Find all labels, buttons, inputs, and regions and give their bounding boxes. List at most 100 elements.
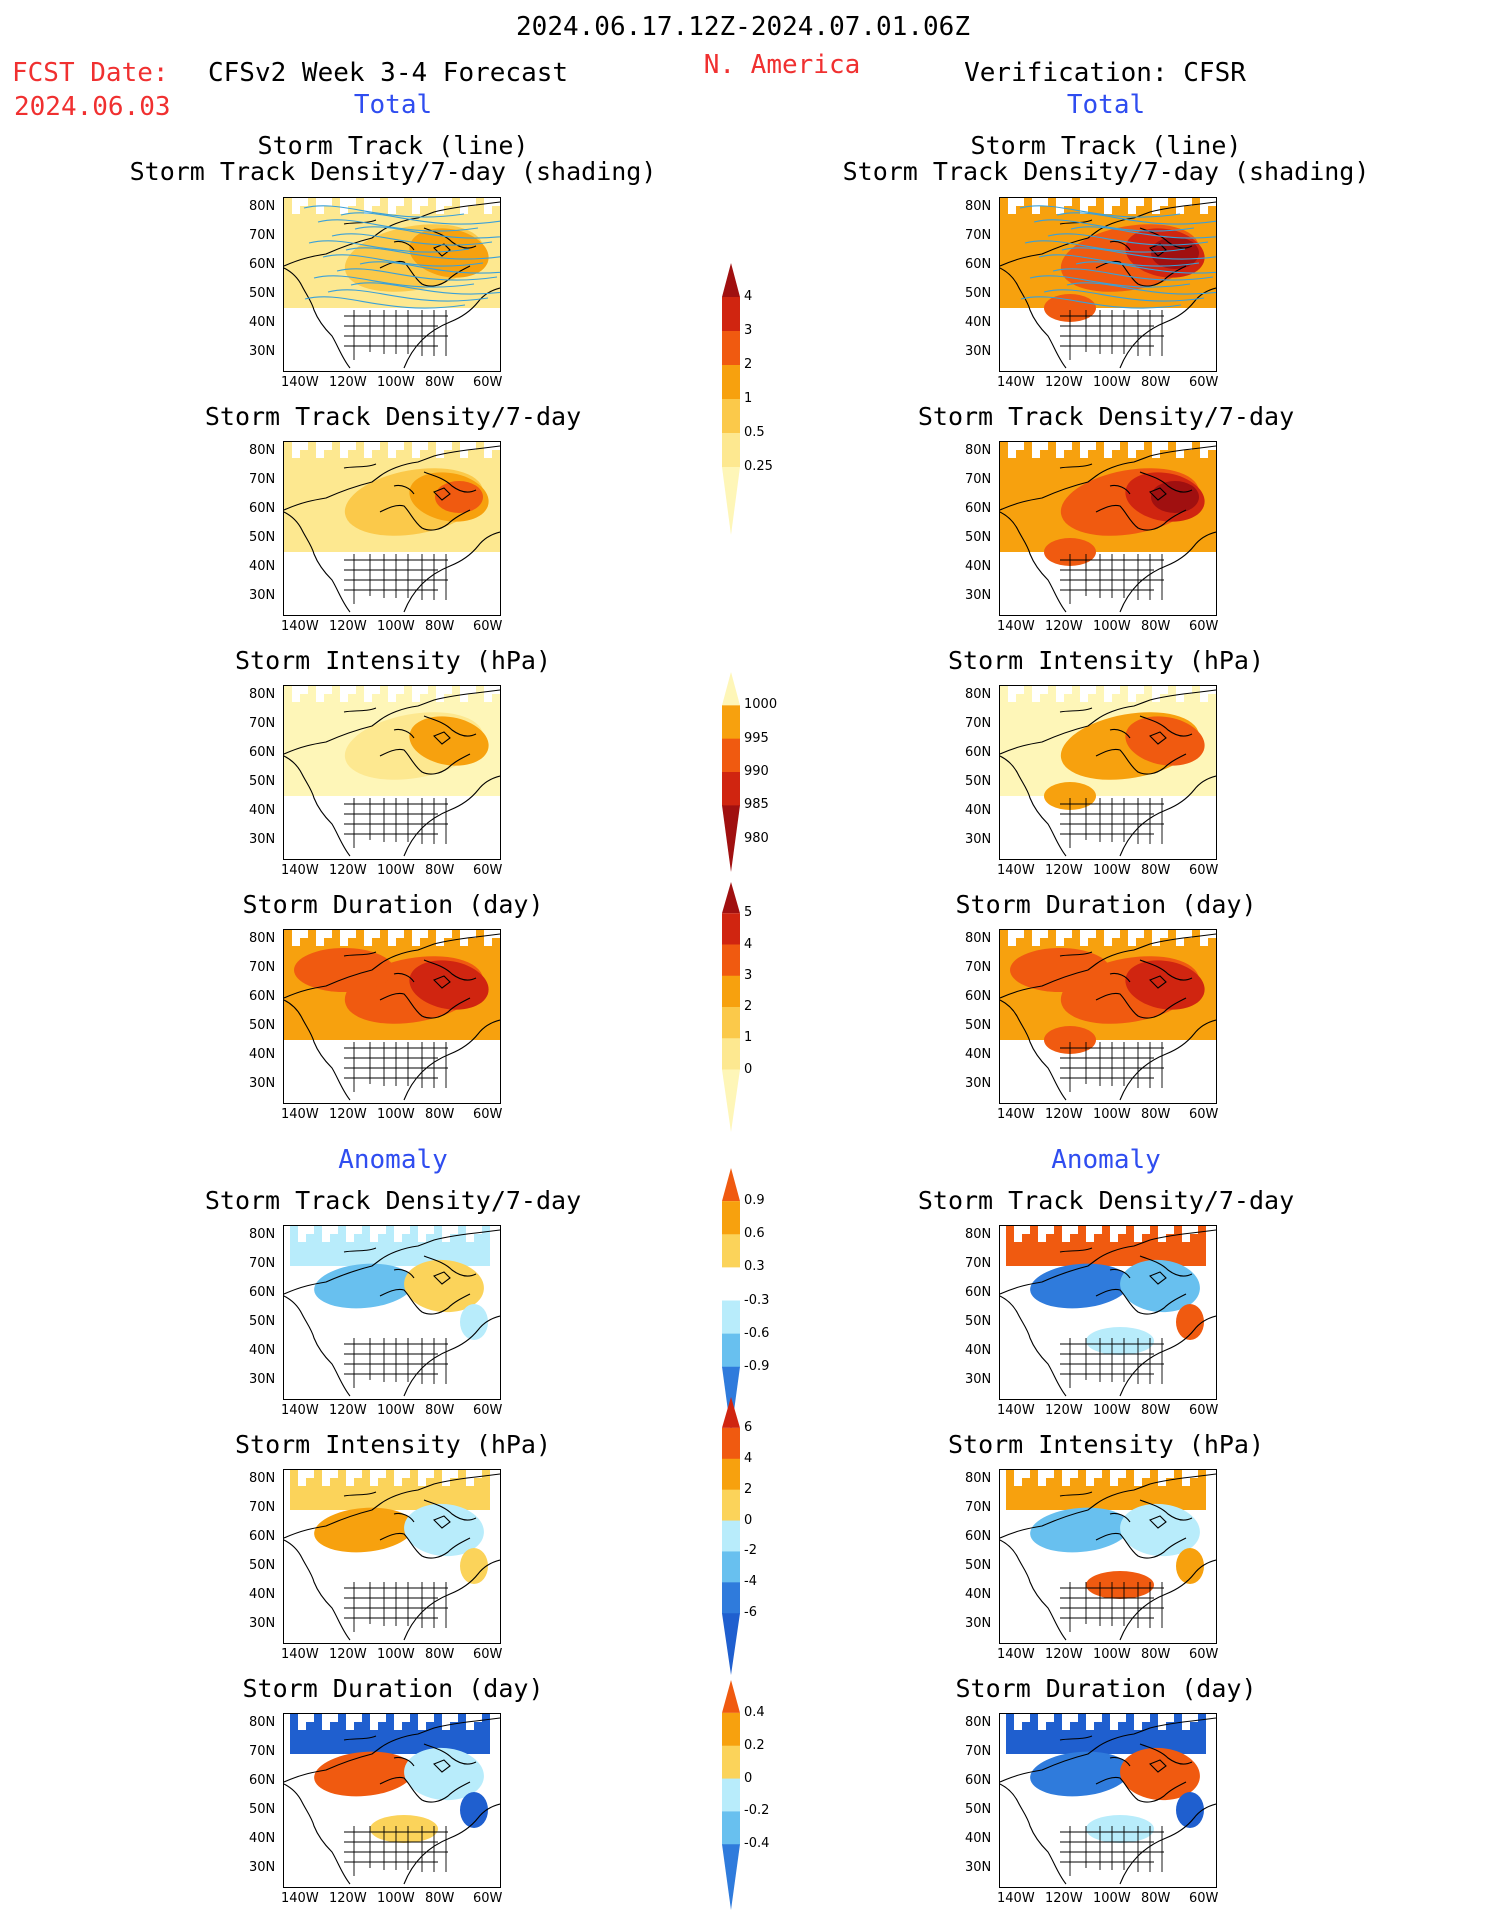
colorbar-tick-label: 1 xyxy=(744,1030,753,1046)
lon-tick-label: 100W xyxy=(377,375,415,390)
lon-tick-label: 140W xyxy=(281,1891,319,1906)
lon-tick-label: 120W xyxy=(1045,1107,1083,1122)
lat-tick-label: 30N xyxy=(965,1860,992,1875)
colorbar-tick-label: 990 xyxy=(744,764,769,779)
colorbar-tick-label: -4 xyxy=(744,1574,757,1590)
lon-tick-label: 80W xyxy=(425,1107,455,1122)
lon-tick-label: 120W xyxy=(329,619,367,634)
lat-tick-label: 40N xyxy=(965,1343,992,1358)
lat-tick-label: 60N xyxy=(965,257,992,272)
lat-tick-label: 50N xyxy=(249,1558,276,1573)
lat-tick-label: 40N xyxy=(249,803,276,818)
lon-tick-label: 80W xyxy=(425,375,455,390)
lat-tick-label: 60N xyxy=(965,501,992,516)
colorbar-tick-label: -0.6 xyxy=(744,1325,770,1341)
lon-tick-label: 140W xyxy=(281,1647,319,1662)
lat-tick-label: 40N xyxy=(249,1047,276,1062)
lon-tick-label: 60W xyxy=(1189,863,1219,878)
colorbar-tick-label: 0.25 xyxy=(744,459,773,474)
lon-tick-label: 120W xyxy=(329,863,367,878)
total-label-right: Total xyxy=(1066,90,1146,120)
lat-tick-label: 60N xyxy=(249,257,276,272)
lat-tick-label: 60N xyxy=(965,745,992,760)
colorbar-tick-label: -6 xyxy=(744,1605,757,1621)
lon-tick-label: 80W xyxy=(425,619,455,634)
lon-tick-label: 140W xyxy=(281,1107,319,1122)
title-density-anom-right: Storm Track Density/7-day xyxy=(917,1186,1295,1215)
colorbar-tick-label: 0 xyxy=(744,1512,753,1528)
title-track-shading-right: Storm Track Density/7-day (shading) xyxy=(842,157,1370,186)
lon-tick-label: 60W xyxy=(1189,1891,1219,1906)
colorbar-tick-label: 0.3 xyxy=(744,1259,765,1275)
lon-tick-label: 60W xyxy=(473,1891,503,1906)
lon-tick-label: 80W xyxy=(1141,619,1171,634)
colorbar-tick-label: 0 xyxy=(744,1770,753,1786)
lon-tick-label: 100W xyxy=(377,1891,415,1906)
title-track-line-right: Storm Track (line) xyxy=(970,131,1242,160)
lat-tick-label: 40N xyxy=(249,315,276,330)
lon-tick-label: 80W xyxy=(425,1891,455,1906)
colorbar-tick-label: 0.2 xyxy=(744,1737,765,1753)
colorbar-intensity_anom xyxy=(722,1397,740,1675)
lat-tick-label: 50N xyxy=(965,1558,992,1573)
lat-tick-label: 60N xyxy=(249,1529,276,1544)
period-title: 2024.06.17.12Z-2024.07.01.06Z xyxy=(516,12,970,42)
lat-tick-label: 70N xyxy=(249,1744,276,1759)
lat-tick-label: 50N xyxy=(965,1018,992,1033)
colorbar-tick-label: 995 xyxy=(744,730,769,746)
lon-tick-label: 100W xyxy=(377,1107,415,1122)
lat-tick-label: 70N xyxy=(965,1256,992,1271)
lon-tick-label: 80W xyxy=(1141,375,1171,390)
lat-tick-label: 80N xyxy=(965,931,992,946)
title-duration-anom-right: Storm Duration (day) xyxy=(955,1674,1257,1703)
title-density-left: Storm Track Density/7-day xyxy=(204,402,582,431)
lon-tick-label: 100W xyxy=(1093,375,1131,390)
lat-tick-label: 50N xyxy=(965,774,992,789)
title-duration-anom-left: Storm Duration (day) xyxy=(242,1674,544,1703)
lon-tick-label: 140W xyxy=(997,1107,1035,1122)
lon-tick-label: 80W xyxy=(425,1403,455,1418)
lon-tick-label: 60W xyxy=(473,1403,503,1418)
lat-tick-label: 70N xyxy=(249,960,276,975)
lon-tick-label: 100W xyxy=(377,863,415,878)
title-density-anom-left: Storm Track Density/7-day xyxy=(204,1186,582,1215)
colorbar-tick-label: 0.6 xyxy=(744,1226,765,1242)
colorbar-tick-label: 2 xyxy=(744,357,753,372)
lat-tick-label: 80N xyxy=(249,687,276,702)
colorbar-tick-label: -0.3 xyxy=(744,1292,770,1308)
title-track-shading-left: Storm Track Density/7-day (shading) xyxy=(129,157,657,186)
lat-tick-label: 80N xyxy=(249,1715,276,1730)
title-intensity-anom-right: Storm Intensity (hPa) xyxy=(947,1430,1265,1459)
lat-tick-label: 40N xyxy=(249,1831,276,1846)
lon-tick-label: 100W xyxy=(1093,863,1131,878)
lat-tick-label: 70N xyxy=(249,1256,276,1271)
lon-tick-label: 120W xyxy=(329,1891,367,1906)
colorbar-tick-label: 0.5 xyxy=(744,425,765,440)
lat-tick-label: 30N xyxy=(249,1616,276,1631)
lat-tick-label: 70N xyxy=(249,228,276,243)
colorbar-intensity_total xyxy=(722,672,740,872)
lon-tick-label: 120W xyxy=(1045,863,1083,878)
lon-tick-label: 140W xyxy=(281,375,319,390)
lat-tick-label: 70N xyxy=(965,960,992,975)
lon-tick-label: 80W xyxy=(425,863,455,878)
lon-tick-label: 140W xyxy=(997,619,1035,634)
lon-tick-label: 100W xyxy=(1093,1107,1131,1122)
colorbar-tick-label: 0 xyxy=(744,1061,753,1077)
lon-tick-label: 60W xyxy=(473,863,503,878)
lon-tick-label: 100W xyxy=(377,1647,415,1662)
lon-tick-label: 100W xyxy=(1093,619,1131,634)
colorbar-tick-label: 2 xyxy=(744,999,753,1014)
lat-tick-label: 40N xyxy=(249,559,276,574)
title-duration-left: Storm Duration (day) xyxy=(242,890,544,919)
colorbar-tick-label: 3 xyxy=(744,323,753,338)
map-panel-r3 xyxy=(999,685,1217,860)
lat-tick-label: 70N xyxy=(965,716,992,731)
title-duration-right: Storm Duration (day) xyxy=(955,890,1257,919)
lon-tick-label: 60W xyxy=(1189,1647,1219,1662)
map-panel-l5 xyxy=(283,1225,501,1400)
lat-tick-label: 50N xyxy=(249,774,276,789)
colorbar-tick-label: 985 xyxy=(744,797,769,813)
map-panel-r1 xyxy=(999,197,1217,372)
lat-tick-label: 50N xyxy=(965,286,992,301)
